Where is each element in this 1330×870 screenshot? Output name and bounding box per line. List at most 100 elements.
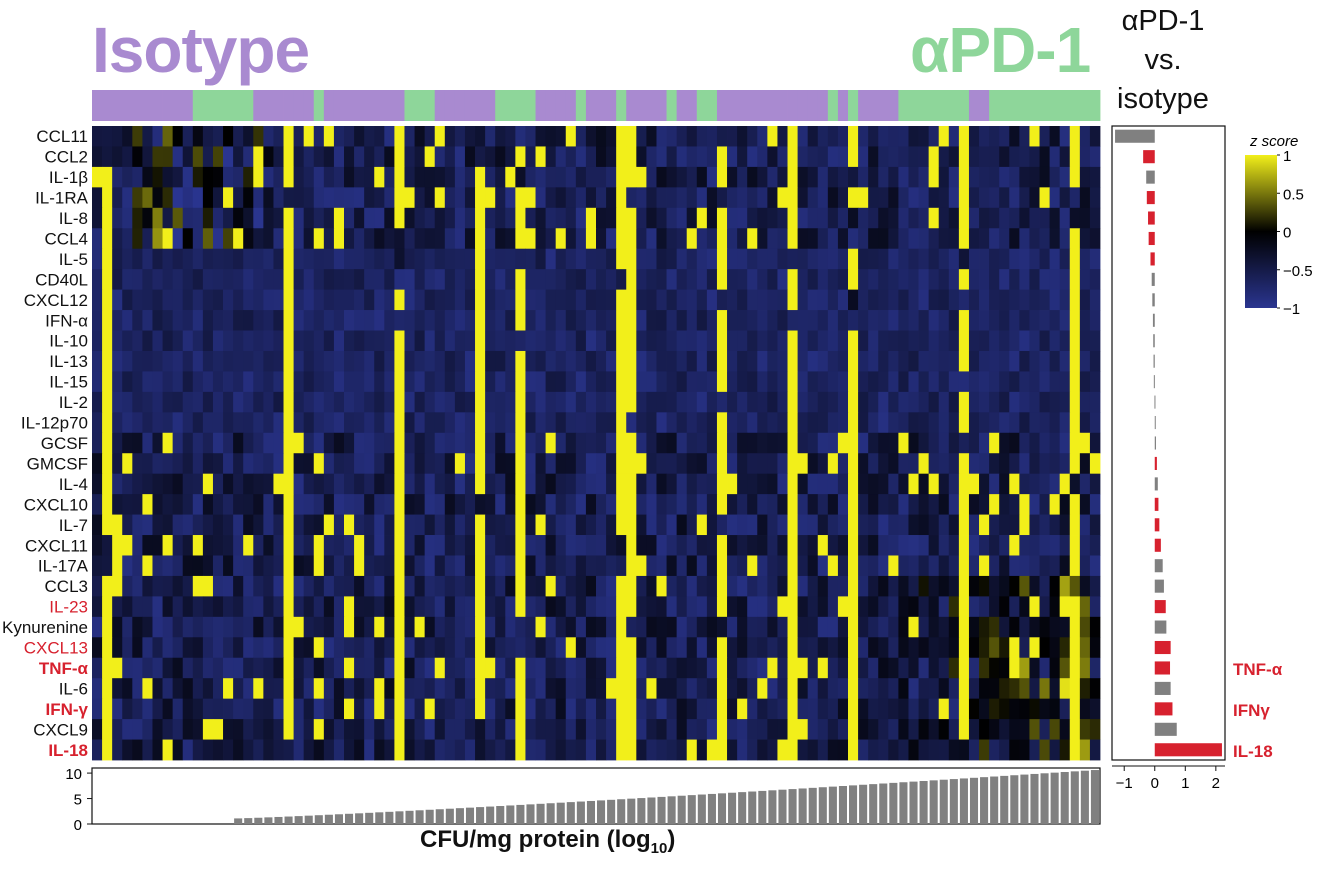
heatmap-cell (1039, 739, 1050, 761)
heatmap-cell (979, 596, 990, 618)
heatmap-cell (585, 637, 597, 659)
heatmap-cell (908, 555, 919, 577)
heatmap-cell (565, 494, 577, 515)
heatmap-cell (132, 555, 143, 577)
heatmap-cell (656, 289, 667, 311)
heatmap-cell (948, 412, 960, 434)
heatmap-cell (757, 575, 768, 597)
heatmap-cell (1089, 412, 1101, 434)
group-annotation-cell (868, 90, 879, 121)
heatmap-cell (1059, 637, 1071, 659)
heatmap-cell (1059, 248, 1071, 270)
heatmap-cell (333, 126, 345, 147)
heatmap-cell (182, 330, 194, 352)
row-label: CXCL11 (25, 536, 88, 555)
heatmap-cell (888, 453, 899, 475)
heatmap-cell (485, 453, 496, 475)
heatmap-cell (364, 391, 375, 413)
heatmap-cell (404, 207, 415, 229)
heatmap-cell (1069, 473, 1081, 495)
heatmap-cell (646, 432, 657, 454)
heatmap-cell (212, 453, 224, 475)
heatmap-cell (384, 126, 395, 147)
heatmap-cell (1069, 555, 1081, 577)
heatmap-cell (797, 432, 809, 454)
heatmap-cell (646, 207, 657, 229)
heatmap-cell (686, 698, 698, 720)
heatmap-cell (515, 739, 526, 761)
heatmap-cell (394, 330, 405, 352)
heatmap-cell (212, 412, 224, 434)
heatmap-cell (616, 637, 627, 659)
heatmap-cell (323, 371, 335, 393)
heatmap-cell (1049, 330, 1061, 352)
heatmap-cell (888, 228, 899, 250)
heatmap-cell (596, 575, 607, 597)
diff-bar (1146, 191, 1155, 205)
heatmap-cell (414, 187, 426, 209)
heatmap-cell (253, 555, 264, 577)
heatmap-cell (777, 371, 788, 393)
heatmap-cell (202, 350, 214, 372)
apd1-group-title: αPD-1 (910, 14, 1091, 86)
heatmap-cell (132, 719, 143, 740)
heatmap-cell (696, 535, 708, 556)
heatmap-cell (333, 391, 345, 413)
heatmap-cell (475, 391, 486, 413)
heatmap-cell (464, 126, 476, 147)
heatmap-cell (737, 310, 748, 331)
heatmap-cell (837, 739, 849, 761)
cfu-axis-label-text: CFU/mg protein (log (420, 826, 651, 853)
heatmap-cell (273, 637, 284, 659)
heatmap-cell (958, 412, 970, 434)
heatmap-cell (989, 616, 1000, 638)
heatmap-cell (172, 350, 184, 372)
heatmap-cell (948, 228, 960, 250)
heatmap-cell (283, 535, 294, 556)
heatmap-cell (656, 596, 667, 618)
heatmap-cell (958, 575, 970, 597)
heatmap-cell (1009, 719, 1020, 740)
heatmap-cell (374, 248, 385, 270)
heatmap-cell (888, 350, 899, 372)
heatmap-cell (464, 269, 476, 291)
heatmap-cell (545, 514, 557, 536)
heatmap-cell (414, 514, 426, 536)
heatmap-cell (606, 310, 617, 331)
heatmap-cell (202, 146, 214, 168)
heatmap-cell (968, 453, 980, 475)
heatmap-cell (182, 616, 194, 638)
heatmap-cell (938, 514, 950, 536)
heatmap-cell (515, 269, 526, 291)
heatmap-cell (263, 596, 274, 618)
heatmap-cell (747, 289, 758, 311)
group-annotation-cell (102, 90, 113, 121)
heatmap-cell (777, 269, 788, 291)
heatmap-cell (706, 146, 718, 168)
heatmap-cell (565, 187, 577, 209)
heatmap-cell (374, 330, 385, 352)
heatmap-cell (223, 330, 234, 352)
heatmap-cell (797, 187, 809, 209)
heatmap-cell (112, 146, 123, 168)
heatmap-cell (868, 350, 879, 372)
heatmap-cell (827, 269, 839, 291)
heatmap-cell (374, 391, 385, 413)
heatmap-cell (404, 126, 415, 147)
heatmap-cell (485, 330, 496, 352)
heatmap-cell (414, 207, 426, 229)
heatmap-cell (767, 596, 778, 618)
heatmap-cell (858, 678, 869, 700)
heatmap-cell (223, 535, 234, 556)
heatmap-cell (313, 432, 325, 454)
heatmap-cell (646, 596, 657, 618)
heatmap-cell (797, 616, 809, 638)
heatmap-cell (646, 698, 657, 720)
heatmap-cell (1039, 555, 1050, 577)
heatmap-cell (535, 207, 546, 229)
heatmap-cell (767, 555, 778, 577)
heatmap-cell (807, 289, 819, 311)
heatmap-cell (938, 289, 950, 311)
heatmap-cell (233, 596, 244, 618)
heatmap-cell (202, 432, 214, 454)
